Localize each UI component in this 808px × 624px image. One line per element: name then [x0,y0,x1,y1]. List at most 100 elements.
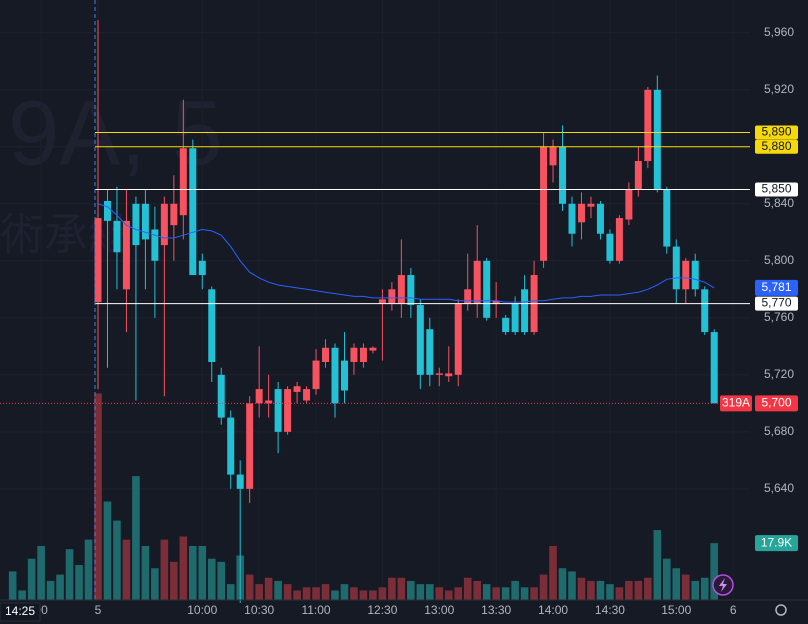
y-tick-label: 5,720 [764,367,794,381]
volume-bar [492,587,500,600]
volume-bar [84,539,93,600]
candle-body [179,148,187,216]
candle-body [378,299,386,304]
candle-body [293,386,301,392]
candle-body [615,218,623,261]
candle-body [189,148,197,276]
volume-bar [18,590,26,600]
price-line-label: 5,770 [761,296,791,310]
volume-bar [700,577,709,600]
volume-bar [103,501,112,600]
candle-body [132,203,140,246]
candle-body [312,360,320,390]
volume-label-box [755,535,798,552]
candle-body [596,203,604,234]
volume-bar [587,580,595,600]
candle-body [587,203,595,207]
volume-bar [8,571,17,600]
volume-bar [663,558,671,600]
crosshair-time: 14:25 [5,604,35,618]
volume-bar [568,571,576,600]
price-line-box [755,182,798,197]
ma-label-box [755,279,798,296]
y-tick-label: 5,680 [764,424,794,438]
volume-bar [264,577,273,600]
volume-bar [217,561,226,600]
volume-bar [615,587,624,600]
candle-body [691,260,699,290]
candle-body [322,347,330,362]
volume-bar [56,574,64,600]
volume-bar [65,549,74,600]
candle-body [217,374,225,418]
x-tick-label: 14:30 [595,603,625,617]
volume-bar [625,580,633,600]
countdown: 319A [722,395,750,409]
volume-bar [520,587,529,600]
candle-body [274,389,282,432]
candle-body [331,347,339,404]
candle-body [141,203,149,240]
candle-body [473,260,481,304]
candle-body [454,303,462,375]
candle-body [397,275,405,304]
x-tick-label: 11:00 [301,603,330,617]
last-price-box [755,395,798,412]
volume-bar [397,577,406,600]
volume-bar [388,577,396,600]
candle-body [606,233,614,261]
volume-bar [644,577,652,600]
price-axis [750,0,808,624]
candle-body [160,203,168,246]
volume-bar [94,393,102,600]
volume-bar [501,587,510,600]
candle-body [198,260,206,276]
price-line-box [755,296,798,311]
volume-bar [653,530,662,600]
volume-bar [255,584,263,600]
x-tick-label: 15:00 [661,603,691,617]
price-line-label: 5,890 [761,125,791,139]
candle-body [265,400,273,404]
volume-bar [46,580,55,600]
y-tick-label: 5,840 [764,196,794,210]
volume-bar [189,545,197,600]
volume-bar [416,584,425,600]
volume-bar [691,580,700,600]
candle-body [464,289,472,304]
candle-body [388,289,396,304]
y-tick-label: 5,960 [764,25,794,39]
volume-bar [435,587,444,600]
candle-body [151,229,159,261]
price-line-label: 5,880 [761,139,791,153]
candle-body [350,347,358,362]
candle-body [227,417,235,475]
candle-body [568,203,576,234]
volume-bar [283,584,292,600]
candle-body [359,347,367,362]
candle-body [170,203,178,226]
settings-button[interactable] [775,604,787,616]
candle-body [710,332,718,404]
alert-icon [719,578,727,592]
candle-body [103,200,111,221]
volume-bar [511,580,519,600]
x-tick-label: 6 [730,603,737,617]
volume-bar [634,580,643,600]
price-line-box [755,125,798,140]
candle-body [284,389,292,432]
volume-bar [274,580,282,600]
volume-bar [75,565,83,600]
x-tick-label: 13:00 [424,603,454,617]
volume-bar [226,584,235,600]
price-line-box [755,139,798,154]
candle-body [559,146,567,204]
candle-body [435,373,443,375]
moving-average [97,203,715,303]
volume-bar [463,577,472,600]
volume-bar [331,590,339,600]
volume-bar [170,561,178,600]
candle-body [492,300,500,304]
candle-body [577,203,585,223]
